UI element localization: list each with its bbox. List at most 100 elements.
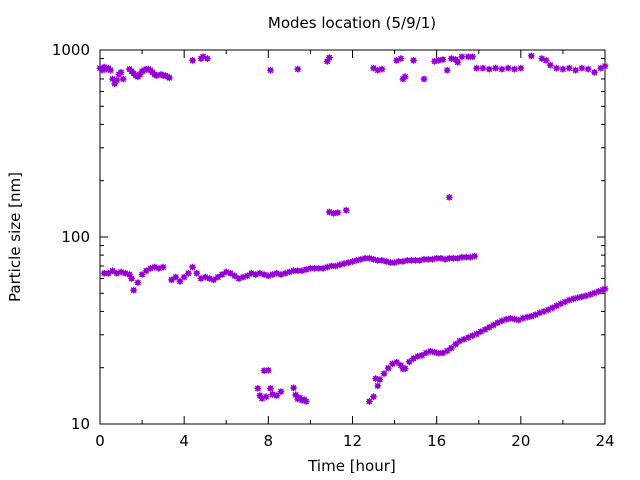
data-point bbox=[420, 255, 428, 263]
data-point bbox=[168, 276, 175, 284]
data-point bbox=[481, 326, 489, 333]
y-tick-label: 100 bbox=[61, 228, 90, 246]
data-point bbox=[376, 376, 384, 383]
data-point bbox=[384, 364, 392, 372]
data-point bbox=[210, 276, 218, 284]
data-point bbox=[370, 393, 377, 401]
data-point bbox=[601, 62, 609, 70]
data-point bbox=[311, 264, 319, 272]
data-point bbox=[572, 66, 579, 74]
data-point bbox=[591, 68, 598, 76]
data-point bbox=[126, 271, 133, 278]
data-points bbox=[96, 52, 609, 405]
data-point bbox=[189, 263, 196, 271]
data-point bbox=[542, 56, 550, 64]
data-point bbox=[267, 385, 274, 392]
data-point bbox=[565, 64, 573, 72]
data-point bbox=[342, 206, 350, 214]
data-point bbox=[393, 358, 401, 366]
data-point bbox=[334, 209, 342, 217]
data-point bbox=[330, 209, 337, 217]
x-tick-label: 20 bbox=[511, 432, 530, 450]
data-point bbox=[218, 271, 226, 278]
data-point bbox=[325, 54, 333, 62]
data-point bbox=[464, 334, 472, 341]
data-point bbox=[380, 370, 388, 378]
x-tick-label: 4 bbox=[179, 432, 189, 450]
data-point bbox=[477, 328, 485, 335]
data-point bbox=[134, 279, 142, 287]
data-point bbox=[485, 65, 493, 73]
data-point bbox=[227, 269, 234, 277]
data-point bbox=[365, 398, 373, 405]
x-axis-label: Time [hour] bbox=[307, 457, 396, 475]
data-point bbox=[544, 306, 552, 314]
data-point bbox=[307, 264, 314, 272]
data-point bbox=[290, 267, 297, 275]
data-point bbox=[294, 65, 302, 73]
data-point bbox=[184, 269, 192, 277]
data-point bbox=[292, 391, 300, 399]
y-tick-label: 10 bbox=[71, 415, 90, 433]
data-point bbox=[485, 323, 493, 331]
data-point bbox=[454, 58, 462, 66]
data-point bbox=[578, 64, 586, 72]
data-point bbox=[277, 388, 285, 396]
data-point bbox=[193, 269, 201, 277]
data-point bbox=[180, 273, 188, 281]
data-point bbox=[264, 366, 272, 374]
data-point bbox=[203, 55, 211, 62]
data-point bbox=[511, 65, 518, 73]
data-point bbox=[408, 256, 415, 264]
data-point bbox=[418, 351, 426, 359]
x-tick-label: 16 bbox=[427, 432, 446, 450]
data-point bbox=[443, 347, 451, 355]
data-point bbox=[260, 367, 268, 375]
data-point bbox=[378, 65, 386, 73]
data-point bbox=[473, 330, 481, 338]
data-point bbox=[445, 254, 453, 262]
x-tick-label: 24 bbox=[595, 432, 614, 450]
data-point bbox=[176, 277, 184, 285]
x-tick-label: 8 bbox=[264, 432, 274, 450]
data-point bbox=[506, 315, 514, 322]
data-point bbox=[412, 256, 420, 264]
data-point bbox=[128, 275, 135, 282]
data-point bbox=[328, 262, 335, 270]
data-point bbox=[172, 273, 180, 281]
data-point bbox=[462, 253, 470, 261]
data-point bbox=[597, 64, 605, 72]
data-point bbox=[113, 76, 121, 84]
data-point bbox=[473, 64, 481, 72]
data-point bbox=[302, 398, 310, 405]
data-point bbox=[439, 349, 447, 357]
data-point bbox=[254, 385, 262, 392]
data-point bbox=[294, 267, 302, 275]
data-point bbox=[504, 64, 512, 72]
data-point bbox=[403, 256, 411, 264]
data-point bbox=[447, 344, 455, 352]
data-point bbox=[105, 269, 112, 277]
data-point bbox=[290, 384, 297, 392]
data-point bbox=[450, 254, 457, 262]
data-point bbox=[479, 64, 487, 72]
data-point bbox=[138, 271, 146, 278]
data-point bbox=[107, 66, 114, 74]
data-point bbox=[424, 255, 432, 263]
data-point bbox=[546, 61, 554, 69]
data-point bbox=[439, 56, 447, 63]
data-point bbox=[395, 258, 403, 265]
data-point bbox=[189, 56, 196, 64]
data-point bbox=[214, 273, 222, 281]
data-point bbox=[517, 64, 525, 72]
data-point bbox=[243, 272, 251, 280]
data-point bbox=[445, 193, 453, 201]
data-point bbox=[443, 66, 451, 74]
data-point bbox=[117, 68, 125, 76]
axis-ticks: 0 4 8 12 16 20 24 10 100 1000 bbox=[52, 41, 615, 450]
data-point bbox=[527, 52, 535, 60]
data-point bbox=[458, 253, 466, 261]
data-point bbox=[435, 349, 443, 357]
data-point bbox=[119, 75, 127, 83]
